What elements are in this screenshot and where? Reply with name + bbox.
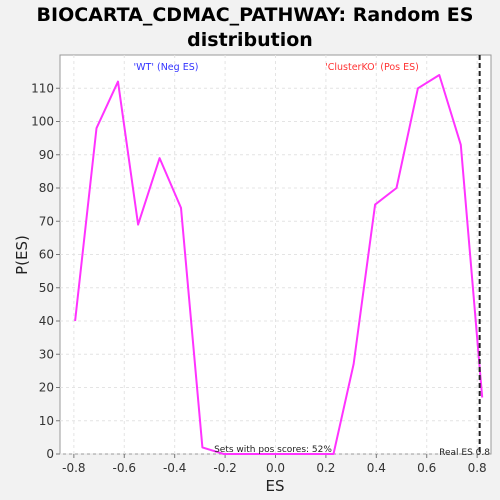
x-tick-label: 0.6 bbox=[417, 461, 436, 475]
x-tick-label: 0.0 bbox=[266, 461, 285, 475]
y-tick-label: 90 bbox=[39, 148, 54, 162]
y-tick-label: 20 bbox=[39, 381, 54, 395]
y-axis-ticks: 0 10 20 30 40 50 60 70 80 90 100 110 bbox=[31, 81, 60, 461]
y-tick-label: 80 bbox=[39, 181, 54, 195]
y-tick-label: 10 bbox=[39, 414, 54, 428]
y-tick-label: 60 bbox=[39, 248, 54, 262]
y-tick-label: 100 bbox=[31, 115, 54, 129]
chart-title-line1: BIOCARTA_CDMAC_PATHWAY: Random ES bbox=[37, 4, 474, 26]
y-tick-label: 110 bbox=[31, 81, 54, 95]
y-tick-label: 50 bbox=[39, 281, 54, 295]
x-tick-label: -0.6 bbox=[113, 461, 136, 475]
real-es-label: Real ES 0.8 bbox=[439, 448, 490, 458]
x-tick-label: -0.2 bbox=[213, 461, 236, 475]
y-tick-label: 30 bbox=[39, 347, 54, 361]
x-axis-label: ES bbox=[266, 477, 285, 495]
chart-title-line2: distribution bbox=[187, 29, 313, 51]
x-tick-label: 0.8 bbox=[468, 461, 487, 475]
y-tick-label: 70 bbox=[39, 214, 54, 228]
y-axis-label: P(ES) bbox=[13, 235, 31, 275]
pos-es-label: 'ClusterKO' (Pos ES) bbox=[325, 62, 419, 73]
neg-es-label: 'WT' (Neg ES) bbox=[134, 62, 199, 73]
x-tick-label: 0.4 bbox=[367, 461, 386, 475]
x-tick-label: 0.2 bbox=[316, 461, 335, 475]
series-layer bbox=[74, 74, 484, 455]
x-tick-label: -0.8 bbox=[62, 461, 85, 475]
pos-scores-note: Sets with pos scores: 52% bbox=[214, 445, 332, 455]
x-tick-label: -0.4 bbox=[163, 461, 186, 475]
es-density-line bbox=[74, 74, 484, 455]
y-tick-label: 0 bbox=[46, 447, 54, 461]
x-axis-ticks: -0.8 -0.6 -0.4 -0.2 0.0 0.2 0.4 0.6 0.8 bbox=[62, 454, 487, 475]
y-tick-label: 40 bbox=[39, 314, 54, 328]
